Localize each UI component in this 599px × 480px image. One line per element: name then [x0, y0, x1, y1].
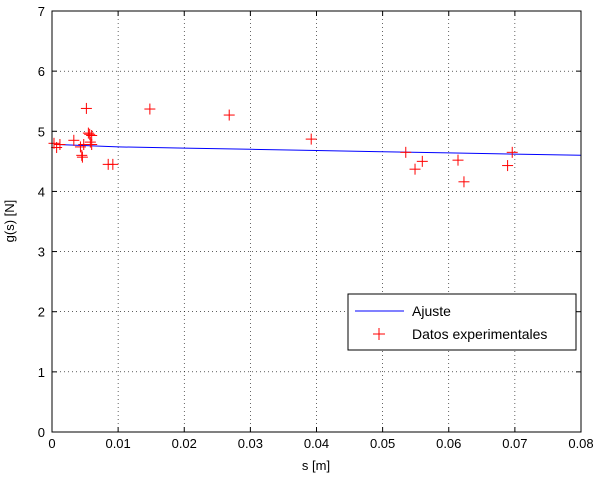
y-tick-label: 0 — [38, 425, 45, 440]
plot-area — [52, 11, 581, 432]
x-axis-label: s [m] — [302, 458, 330, 473]
y-tick-label: 6 — [38, 64, 45, 79]
data-point — [144, 103, 156, 115]
data-point — [223, 109, 235, 121]
data-point — [48, 137, 60, 149]
y-tick-label: 1 — [38, 365, 45, 380]
data-point — [84, 128, 96, 140]
x-tick-label: 0.01 — [105, 436, 130, 451]
x-tick-label: 0.06 — [436, 436, 461, 451]
x-tick-label: 0 — [48, 436, 55, 451]
legend-label-datos: Datos experimentales — [412, 326, 547, 342]
y-tick-label: 3 — [38, 245, 45, 260]
x-tick-label: 0.08 — [568, 436, 593, 451]
data-point — [76, 149, 88, 161]
x-tick-label: 0.03 — [238, 436, 263, 451]
x-tick-label: 0.04 — [304, 436, 329, 451]
data-point — [84, 136, 96, 148]
legend-label-ajuste: Ajuste — [412, 303, 451, 319]
x-tick-label: 0.07 — [502, 436, 527, 451]
data-point — [76, 151, 88, 163]
legend: Ajuste Datos experimentales — [347, 293, 577, 351]
series-layer — [48, 102, 582, 188]
y-tick-label: 7 — [38, 4, 45, 19]
data-point — [452, 154, 464, 166]
data-point — [502, 160, 514, 172]
data-point — [86, 139, 98, 151]
series-line-ajuste — [57, 144, 582, 156]
data-point — [305, 133, 317, 145]
data-point — [458, 176, 470, 188]
data-point — [416, 155, 428, 167]
data-point — [506, 146, 518, 158]
data-point — [107, 158, 119, 170]
y-tick-label: 4 — [38, 184, 45, 199]
axis-ticks: 0 0.01 0.02 0.03 0.04 0.05 0.06 0.07 0.08 0 1 2 3 4 5 6… — [38, 4, 594, 451]
data-point — [68, 134, 80, 146]
x-tick-label: 0.05 — [370, 436, 395, 451]
data-point — [54, 139, 66, 151]
data-point — [409, 163, 421, 175]
legend-box — [347, 293, 577, 351]
data-point — [80, 102, 92, 114]
y-axis-label: g(s) [N] — [2, 200, 17, 243]
y-tick-label: 2 — [38, 305, 45, 320]
y-tick-label: 5 — [38, 124, 45, 139]
legend-marker-swatch — [373, 328, 385, 340]
plot-frame — [51, 10, 582, 433]
data-point — [400, 146, 412, 158]
grid-lines — [52, 11, 581, 432]
x-tick-label: 0.02 — [172, 436, 197, 451]
